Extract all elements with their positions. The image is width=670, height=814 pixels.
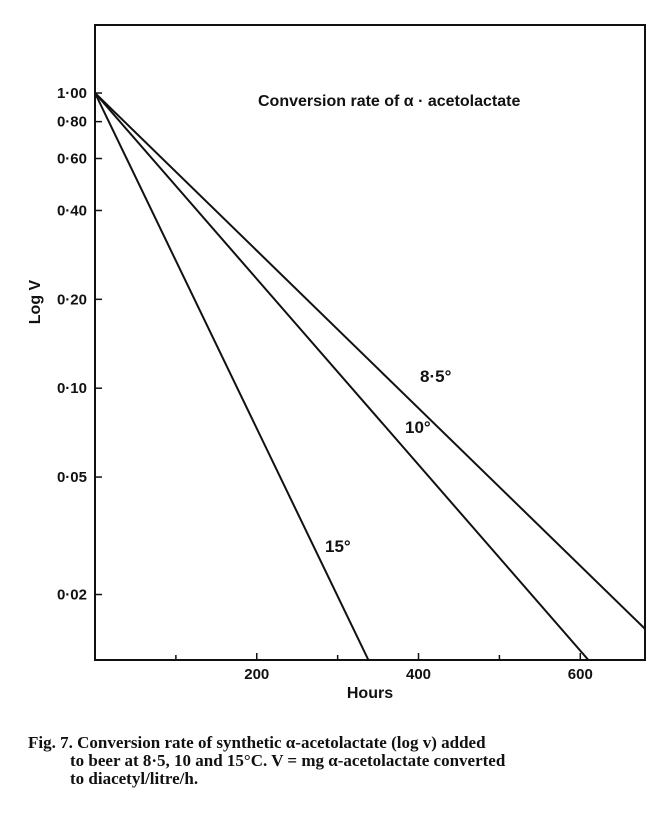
series-line xyxy=(94,92,370,661)
y-axis-title: Log V xyxy=(27,279,44,324)
y-tick-label: 0·20 xyxy=(57,291,87,308)
plot-frame xyxy=(94,24,646,661)
axis-ticks xyxy=(95,92,582,660)
y-tick-label: 0·10 xyxy=(57,380,87,397)
series-label: 10° xyxy=(405,418,431,437)
series-label: 15° xyxy=(325,537,351,556)
x-tick-label: 200 xyxy=(244,666,269,683)
x-axis-tick-labels: 200 400 600 xyxy=(244,666,593,683)
x-tick-label: 400 xyxy=(406,666,431,683)
chart: 1·00 0·80 0·60 0·40 0·20 0·10 0·05 0·02 200 400 6… xyxy=(27,24,646,702)
x-tick-label: 600 xyxy=(568,666,593,683)
y-axis-tick-labels: 1·00 0·80 0·60 0·40 0·20 0·10 0·05 0·02 xyxy=(57,85,87,603)
series-lines xyxy=(94,92,646,661)
caption-line-3: to diacetyl/litre/h. xyxy=(70,769,199,788)
y-tick-label: 0·02 xyxy=(57,587,87,604)
plot-area xyxy=(94,24,646,661)
x-axis-title: Hours xyxy=(347,685,393,702)
y-tick-label: 1·00 xyxy=(57,85,87,102)
y-tick-label: 0·80 xyxy=(57,114,87,131)
y-tick-label: 0·60 xyxy=(57,151,87,168)
chart-title: Conversion rate of α · acetolactate xyxy=(258,93,520,110)
caption-line-1: Fig. 7. Conversion rate of synthetic α-a… xyxy=(28,733,486,752)
y-tick-label: 0·05 xyxy=(57,469,87,486)
y-tick-label: 0·40 xyxy=(57,202,87,219)
series-label: 8·5° xyxy=(420,367,452,386)
series-line xyxy=(94,92,590,661)
series-line xyxy=(94,92,646,630)
figure-caption: Fig. 7. Conversion rate of synthetic α-a… xyxy=(28,734,648,788)
caption-line-2: to beer at 8·5, 10 and 15°C. V = mg α-ac… xyxy=(70,751,506,770)
series-labels: 8·5° 10° 15° xyxy=(325,367,452,556)
